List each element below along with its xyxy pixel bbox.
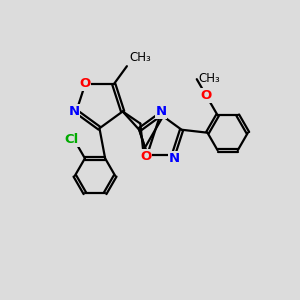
Text: N: N xyxy=(155,105,167,118)
Text: CH₃: CH₃ xyxy=(129,51,151,64)
Text: Cl: Cl xyxy=(65,133,79,146)
Text: O: O xyxy=(140,150,152,163)
Text: O: O xyxy=(79,77,90,90)
Text: N: N xyxy=(169,152,180,165)
Text: CH₃: CH₃ xyxy=(198,72,220,85)
Text: O: O xyxy=(201,89,212,102)
Text: N: N xyxy=(68,105,80,118)
